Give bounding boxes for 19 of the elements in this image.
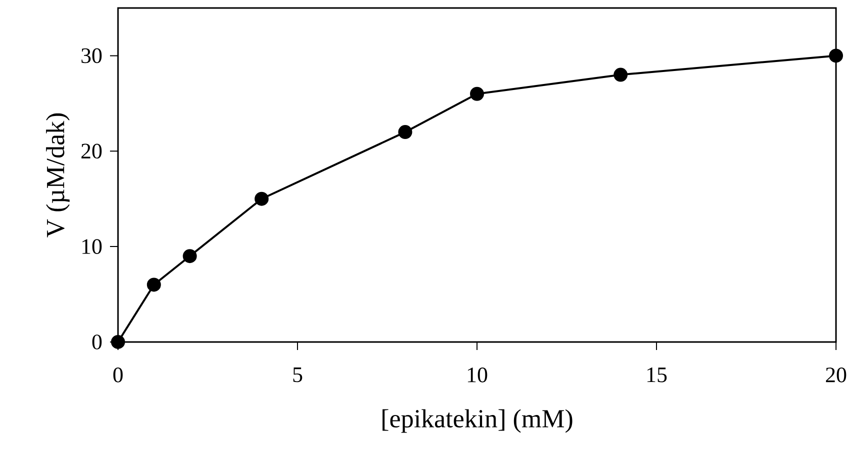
- y-tick-label: 0: [92, 334, 102, 350]
- point: [111, 334, 126, 349]
- point: [146, 278, 161, 292]
- y-tick-label: 10: [82, 239, 102, 254]
- x-tick-label: 5: [293, 368, 302, 382]
- x-tick-label: 20: [826, 368, 846, 382]
- point: [470, 86, 484, 101]
- point: [182, 249, 197, 264]
- y-tick-label: 30: [82, 48, 102, 64]
- point: [254, 192, 269, 206]
- x-axis-title: [epikatekin] (mM): [382, 409, 572, 433]
- y-tick-label: 20: [81, 144, 102, 159]
- y-axis-title: V (µM/dak): [46, 113, 70, 238]
- x-tick-label: 0: [113, 368, 123, 382]
- x-tick-label: 15: [647, 368, 667, 382]
- point: [398, 125, 412, 140]
- point: [614, 68, 628, 82]
- x-tick-label: 10: [468, 368, 488, 382]
- point: [829, 48, 843, 63]
